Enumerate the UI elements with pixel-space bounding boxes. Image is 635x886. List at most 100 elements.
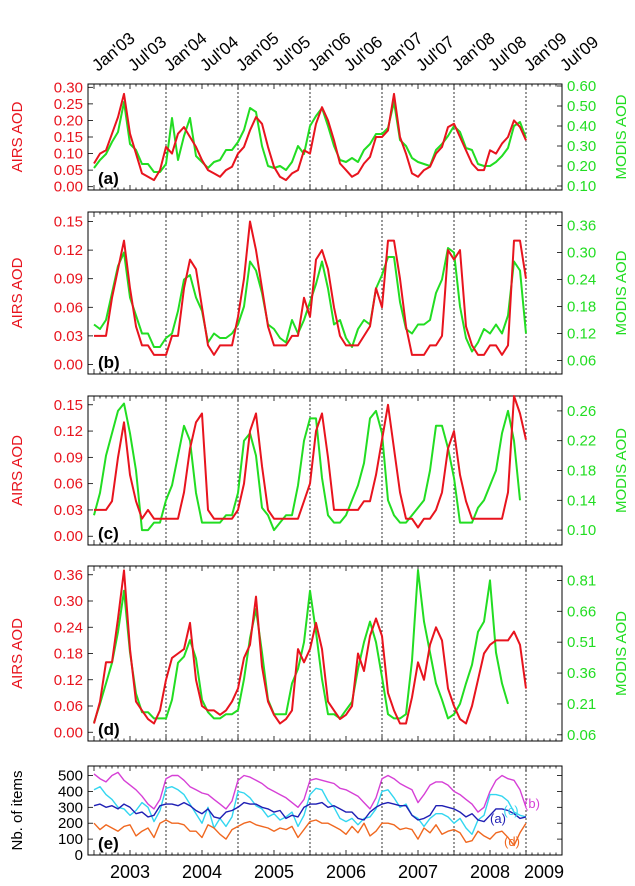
- y-tick-label: 100: [58, 831, 83, 848]
- bottom-year-label: 2005: [254, 862, 294, 882]
- y-tick-label-left: 0.15: [54, 397, 83, 414]
- items-series-line: [93, 786, 527, 835]
- y-tick-label-right: 0.06: [567, 353, 596, 370]
- y-tick-label-left: 0.24: [54, 619, 83, 636]
- y-tick-label-left: 0.20: [54, 112, 83, 129]
- series-label: (a): [490, 811, 506, 826]
- y-tick-label-left: 0.00: [54, 356, 83, 373]
- airs-aod-series-line: [94, 395, 527, 529]
- items-series-line: [93, 801, 527, 823]
- panel-d: 0.00 0.06 0.12 0.18 0.24 0.30 0.36 0.06 0.21 0.36…: [9, 565, 630, 744]
- y-tick-label-right: 0.22: [567, 433, 596, 450]
- y-tick-label-left: 0.05: [54, 162, 83, 179]
- y-tick-label: 0: [75, 847, 83, 864]
- y-axis-label-right: MODIS AOD: [613, 428, 630, 513]
- airs-aod-series-line: [93, 92, 527, 182]
- panel-c: 0.00 0.03 0.06 0.09 0.12 0.15 0.10 0.14 0.18 0.22…: [9, 395, 630, 546]
- modis-aod-series-line: [93, 402, 521, 532]
- y-tick-label-left: 0.12: [54, 423, 83, 440]
- top-month-axis-labels: Jan'03Jul'03Jan'04Jul'04Jan'05Jul'05Jan'…: [88, 29, 602, 75]
- y-tick-label-left: 0.06: [54, 698, 83, 715]
- panel-label: (e): [98, 834, 119, 853]
- y-tick-label-left: 0.00: [54, 179, 83, 196]
- y-axis-label-left: AIRS AOD: [9, 435, 26, 506]
- y-tick-label-right: 0.20: [567, 158, 596, 175]
- series-label: (d): [504, 834, 520, 849]
- y-tick-label-left: 0.00: [54, 528, 83, 545]
- y-axis-label-left: AIRS AOD: [9, 618, 26, 689]
- series-label: (c): [503, 803, 518, 818]
- y-tick-label-left: 0.12: [54, 672, 83, 689]
- y-axis-label: Nb. of items: [9, 770, 26, 850]
- y-tick-label-left: 0.15: [54, 129, 83, 146]
- y-axis-label-right: MODIS AOD: [613, 250, 630, 335]
- y-tick-label-right: 0.24: [567, 272, 596, 289]
- y-tick-label-left: 0.15: [54, 214, 83, 231]
- panel-a: 0.000.050.100.150.200.250.300.100.200.30…: [9, 78, 630, 196]
- y-tick-label-right: 0.12: [567, 326, 596, 343]
- items-series-line: [93, 771, 527, 813]
- modis-aod-series-line: [93, 247, 527, 353]
- y-tick-label-right: 0.51: [567, 634, 596, 651]
- y-tick-label-left: 0.25: [54, 96, 83, 113]
- y-tick-label-left: 0.30: [54, 593, 83, 610]
- series-label: (b): [524, 796, 540, 811]
- bottom-year-axis-labels: 2003 2004 2005 2006 2007 2008 2009: [110, 862, 564, 882]
- y-tick-label-right: 0.06: [567, 727, 596, 744]
- y-tick-label: 500: [58, 768, 83, 785]
- y-tick-label-right: 0.50: [567, 98, 596, 115]
- y-tick-label: 400: [58, 783, 83, 800]
- y-tick-label-left: 0.10: [54, 146, 83, 163]
- y-tick-label: 300: [58, 799, 83, 816]
- chart-panels: 0.000.050.100.150.200.250.300.100.200.30…: [9, 78, 630, 864]
- y-tick-label-left: 0.06: [54, 299, 83, 316]
- items-series-line: [93, 819, 527, 847]
- panel-label: (c): [98, 524, 119, 543]
- y-tick-label-right: 0.18: [567, 463, 596, 480]
- bottom-year-label: 2003: [110, 862, 150, 882]
- y-tick-label-right: 0.40: [567, 118, 596, 135]
- y-tick-label-left: 0.12: [54, 242, 83, 259]
- airs-aod-series-line: [93, 569, 527, 725]
- bottom-year-label: 2004: [182, 862, 222, 882]
- bottom-year-label: 2009: [524, 862, 564, 882]
- y-tick-label-left: 0.03: [54, 328, 83, 345]
- panel-b: 0.00 0.03 0.06 0.09 0.12 0.15 0.06 0.12 0.18 0.24…: [9, 211, 630, 375]
- y-axis-label-right: MODIS AOD: [613, 94, 630, 179]
- y-tick-label: 200: [58, 815, 83, 832]
- y-tick-label-right: 0.66: [567, 603, 596, 620]
- y-tick-label-left: 0.06: [54, 476, 83, 493]
- y-tick-label-left: 0.03: [54, 502, 83, 519]
- y-tick-label-left: 0.00: [54, 724, 83, 741]
- bottom-year-label: 2007: [398, 862, 438, 882]
- y-tick-label-right: 0.14: [567, 492, 596, 509]
- panel-label: (b): [98, 353, 120, 372]
- y-tick-label-left: 0.09: [54, 449, 83, 466]
- y-tick-label-left: 0.36: [54, 567, 83, 584]
- plot-frame: [87, 211, 563, 375]
- y-tick-label-right: 0.26: [567, 403, 596, 420]
- plot-frame: [87, 765, 563, 856]
- y-axis-label-left: AIRS AOD: [9, 257, 26, 328]
- y-axis-label-right: MODIS AOD: [613, 611, 630, 696]
- panel-label: (d): [98, 720, 120, 739]
- bottom-year-label: 2008: [470, 862, 510, 882]
- y-tick-label-right: 0.36: [567, 665, 596, 682]
- y-tick-label-right: 0.21: [567, 696, 596, 713]
- y-tick-label-right: 0.30: [567, 245, 596, 262]
- panel-label: (a): [98, 169, 119, 188]
- y-axis-label-left: AIRS AOD: [9, 101, 26, 172]
- y-tick-label-left: 0.18: [54, 646, 83, 663]
- y-tick-label-right: 0.10: [567, 522, 596, 539]
- y-tick-label-right: 0.30: [567, 138, 596, 155]
- modis-aod-series-line: [93, 569, 509, 723]
- y-tick-label-left: 0.09: [54, 271, 83, 288]
- bottom-year-label: 2006: [326, 862, 366, 882]
- y-tick-label-right: 0.60: [567, 78, 596, 95]
- y-tick-label-right: 0.36: [567, 218, 596, 235]
- y-tick-label-right: 0.10: [567, 178, 596, 195]
- airs-aod-series-line: [94, 220, 527, 356]
- plot-frame: [87, 83, 563, 191]
